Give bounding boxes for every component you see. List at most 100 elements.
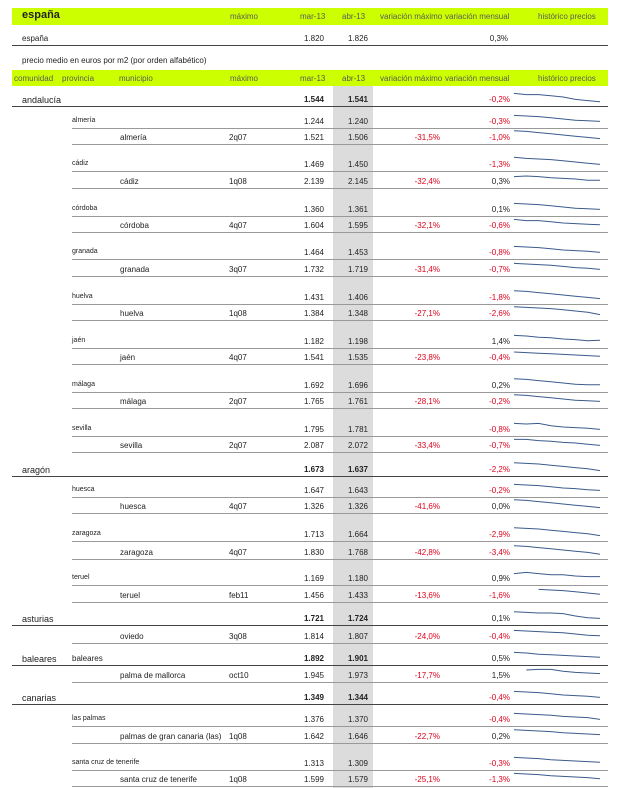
row-separator — [72, 232, 608, 233]
mar-value: 1.464 — [303, 248, 324, 257]
mar-value: 1.384 — [303, 309, 324, 318]
var-max-value: -28,1% — [414, 397, 440, 406]
price-history-sparkline — [513, 334, 601, 342]
var-max-value: -32,1% — [414, 221, 440, 230]
provincia-name: jaén — [72, 337, 86, 344]
mar-value: 1.182 — [303, 337, 324, 346]
sparkline-path — [513, 611, 601, 619]
row-separator — [72, 259, 608, 260]
sparkline-path — [513, 527, 601, 537]
municipio-name: almería — [120, 133, 147, 142]
max-period: oct10 — [229, 671, 249, 680]
abr-value: 1.768 — [347, 548, 368, 557]
price-history-sparkline — [538, 588, 601, 595]
row-separator — [12, 625, 608, 626]
sparkline-path — [513, 629, 601, 637]
page-title: españa — [22, 9, 60, 21]
var-max-value: -24,0% — [414, 632, 440, 641]
provincia-name: cádiz — [72, 160, 89, 167]
abr-value: 1.326 — [347, 502, 368, 511]
var-mens-value: -0,2% — [489, 397, 510, 406]
sparkline-path — [513, 290, 601, 300]
max-period: feb11 — [229, 591, 249, 600]
var-mens-value: 0,1% — [491, 614, 510, 623]
row-separator — [72, 171, 608, 172]
mar-value: 1.713 — [303, 530, 324, 539]
abr-value: 1.719 — [347, 265, 368, 274]
var-max-value: -25,1% — [414, 775, 440, 784]
sparkline-path — [514, 438, 601, 446]
sparkline-path — [513, 571, 600, 578]
mar-value: 1.541 — [303, 353, 324, 362]
var-max-value: -13,6% — [414, 591, 440, 600]
abr-value: 1.696 — [347, 381, 368, 390]
abr-value: 1.240 — [347, 117, 368, 126]
price-history-sparkline — [513, 351, 601, 357]
comunidad-name: canarias — [22, 693, 57, 703]
var-mens-value: -0,7% — [489, 265, 510, 274]
row-separator — [72, 559, 608, 560]
price-history-sparkline — [513, 611, 601, 619]
var-mens-value: -0,4% — [489, 693, 510, 702]
var-mens-value: 1,4% — [491, 337, 510, 346]
abr-value: 1.973 — [347, 671, 368, 680]
sparkline-path — [513, 378, 600, 386]
municipio-name: cádiz — [120, 177, 139, 186]
mar-value: 1.431 — [303, 293, 324, 302]
row-separator — [72, 541, 608, 542]
var-max-value: -31,5% — [414, 133, 440, 142]
max-period: 4q07 — [229, 502, 247, 511]
price-history-sparkline — [513, 499, 601, 509]
mar-value: 1.892 — [303, 654, 324, 663]
th-var-max: variación máximo — [380, 74, 443, 83]
sparkline-path — [513, 651, 601, 658]
price-history-sparkline — [513, 690, 601, 698]
var-mens-value: -0,7% — [489, 441, 510, 450]
municipio-name: granada — [120, 265, 150, 274]
row-separator — [12, 106, 608, 107]
var-mens-value: -3,4% — [489, 548, 510, 557]
mar-value: 1.732 — [303, 265, 324, 274]
row-separator — [72, 364, 608, 365]
max-period: 1q08 — [229, 732, 247, 741]
price-history-sparkline — [513, 571, 600, 578]
price-history-sparkline — [513, 202, 601, 210]
price-history-sparkline — [513, 712, 601, 720]
abr-value: 1.637 — [347, 465, 368, 474]
var-mens-value: -0,2% — [489, 486, 510, 495]
mar-value: 1.647 — [303, 486, 324, 495]
sparkline-path — [513, 262, 601, 270]
municipio-name: málaga — [120, 397, 147, 406]
max-period: 2q07 — [229, 441, 247, 450]
sparkline-path — [513, 92, 601, 103]
sparkline-path — [513, 690, 601, 698]
municipio-name: palmas de gran canaria (las) — [120, 732, 222, 741]
municipio-name: oviedo — [120, 632, 144, 641]
municipio-name: palma de mallorca — [120, 671, 186, 680]
abr-value: 1.579 — [347, 775, 368, 784]
abr-value: 1.646 — [347, 732, 368, 741]
spain-mar: 1.820 — [303, 34, 324, 43]
price-history-sparkline — [513, 756, 601, 763]
th-var-mens: variación mensual — [445, 74, 510, 83]
max-period: 4q07 — [229, 353, 247, 362]
abr-value: 1.541 — [347, 95, 368, 104]
mar-value: 1.721 — [303, 614, 324, 623]
abr-value: 1.361 — [347, 205, 368, 214]
row-separator — [72, 682, 608, 683]
abr-value: 1.433 — [347, 591, 368, 600]
row-separator — [72, 216, 608, 217]
price-history-sparkline — [513, 218, 601, 226]
municipio-name: zaragoza — [120, 548, 153, 557]
mar-value: 1.795 — [303, 425, 324, 434]
max-period: 3q07 — [229, 265, 247, 274]
price-history-sparkline — [513, 245, 601, 253]
mar-value: 1.349 — [303, 693, 324, 702]
var-max-value: -41,6% — [414, 502, 440, 511]
sparkline-path — [513, 114, 601, 122]
spain-abr: 1.826 — [347, 34, 368, 43]
th-hist: histórico precios — [538, 74, 596, 83]
var-mens-value: -1,0% — [489, 133, 510, 142]
price-history-sparkline — [514, 438, 601, 446]
abr-value: 1.348 — [347, 309, 368, 318]
